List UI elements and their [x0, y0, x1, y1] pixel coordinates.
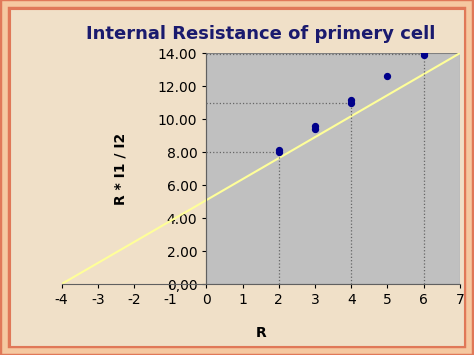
Point: [347, 100, 355, 105]
X-axis label: R: R: [255, 327, 266, 340]
Point: [383, 73, 391, 79]
Bar: [206, 53, 460, 284]
Point: [420, 50, 428, 56]
Text: Internal Resistance of primery cell: Internal Resistance of primery cell: [86, 25, 436, 43]
Y-axis label: R * I1 / I2: R * I1 / I2: [113, 132, 128, 205]
Point: [420, 52, 428, 58]
Point: [311, 126, 319, 132]
Point: [275, 147, 283, 153]
Point: [311, 123, 319, 129]
Point: [275, 149, 283, 155]
Point: [347, 97, 355, 103]
